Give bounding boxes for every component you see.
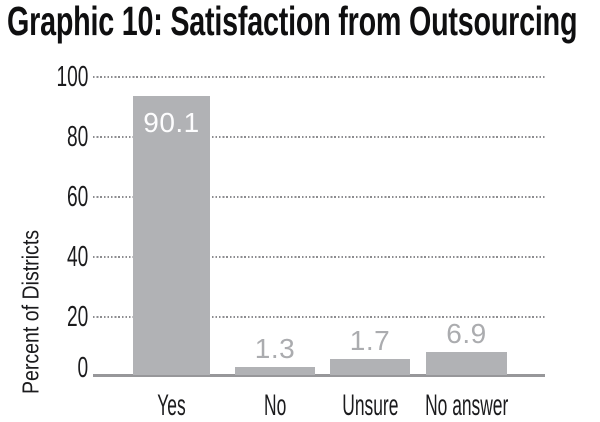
y-tick-text: 60 [66,181,88,213]
value-text: 6.9 [446,318,487,349]
value-label-no-answer: 6.9 [401,318,532,349]
y-tick-text: 20 [66,301,88,333]
bar-no [235,367,315,375]
y-tick-label-40: 40 [0,242,88,272]
value-label-yes: 90.1 [108,107,235,138]
value-text: 1.7 [349,325,391,356]
category-text: Unsure [341,389,399,422]
y-tick-text: 0 [77,352,88,384]
y-tick-label-60: 60 [0,182,88,212]
x-category-label-yes: Yes [108,389,235,422]
gridline-100 [93,76,545,78]
gridline-40 [93,256,545,258]
x-category-label-unsure: Unsure [305,389,435,422]
gridline-20 [93,316,545,318]
bar-yes [133,96,210,375]
value-label-unsure: 1.7 [305,325,435,356]
y-tick-text: 80 [66,121,88,153]
x-category-label-no: No [210,389,340,422]
value-text: 1.3 [254,333,296,364]
category-text: Yes [157,389,186,422]
value-label-no: 1.3 [210,333,340,364]
y-tick-label-0: 0 [0,353,88,383]
y-tick-label-80: 80 [0,122,88,152]
chart-title: Graphic 10: Satisfaction from Outsourcin… [7,0,578,44]
bar-no-answer [426,352,507,375]
y-tick-text: 100 [56,61,88,93]
x-axis-baseline [93,374,545,377]
category-text: No [263,389,287,422]
value-text: 90.1 [143,107,200,138]
gridline-60 [93,196,545,198]
bar-unsure [330,359,410,375]
gridline-80 [93,136,545,138]
x-category-label-no-answer: No answer [401,389,532,422]
y-tick-label-20: 20 [0,302,88,332]
y-tick-label-100: 100 [0,62,88,92]
category-text: No answer [424,389,509,422]
y-tick-text: 40 [66,241,88,273]
